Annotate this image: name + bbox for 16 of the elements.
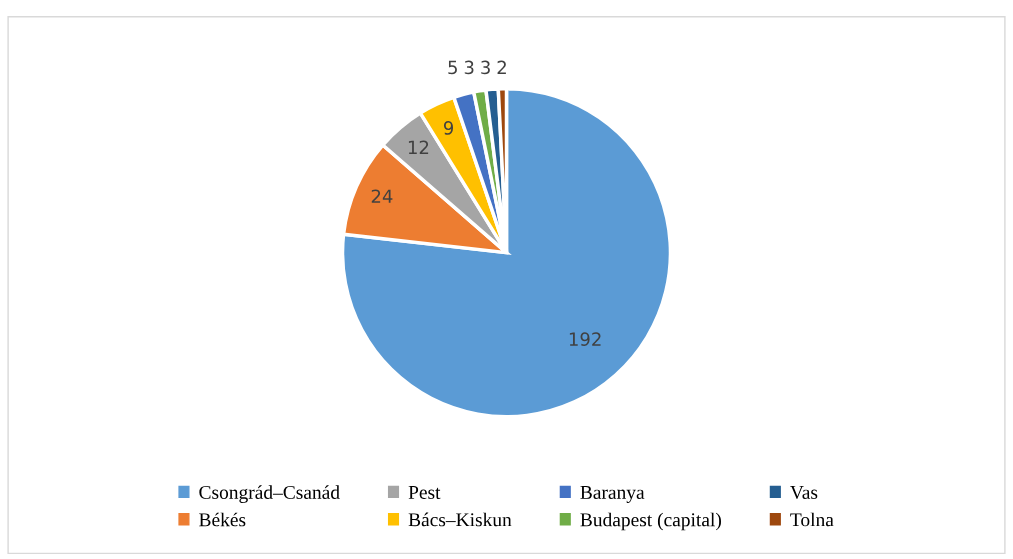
legend-label: Budapest (capital) xyxy=(580,512,721,531)
data-label: 3 xyxy=(481,60,490,75)
legend-label: Baranya xyxy=(580,486,645,503)
data-label: 12 xyxy=(408,140,429,154)
legend-label: Csongrád–Csanád xyxy=(199,485,340,503)
legend-label: Pest xyxy=(408,486,441,499)
legend-label: Bács–Kiskun xyxy=(408,512,512,527)
legend-label: Békés xyxy=(199,512,246,527)
data-label: 5 xyxy=(448,60,457,75)
data-label: 24 xyxy=(371,189,393,203)
data-label: 192 xyxy=(569,332,601,346)
data-label: 9 xyxy=(443,121,454,135)
data-label: 2 xyxy=(497,60,506,74)
legend-label: Vas xyxy=(790,486,818,500)
data-label: 3 xyxy=(464,60,474,75)
legend-label: Tolna xyxy=(790,512,834,527)
